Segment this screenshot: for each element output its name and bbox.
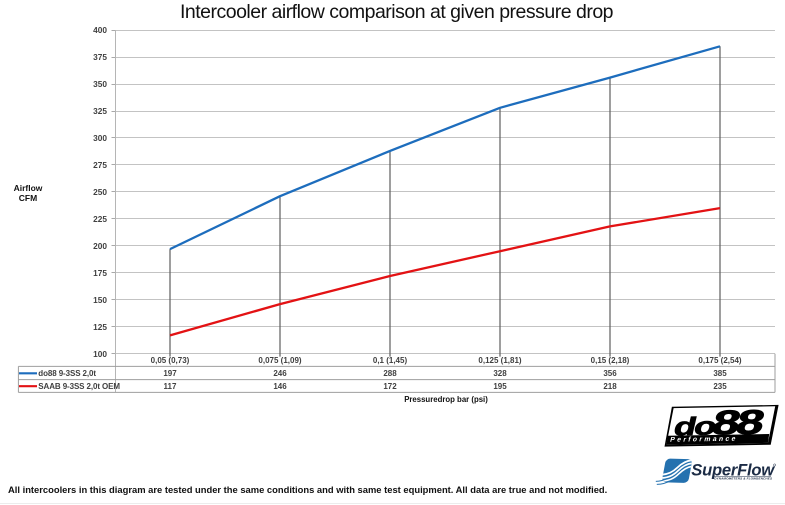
svg-text:Performance: Performance bbox=[669, 436, 738, 444]
svg-text:SuperFlow: SuperFlow bbox=[691, 460, 775, 479]
svg-text:do: do bbox=[671, 411, 720, 441]
svg-text:DYNAMOMETERS & FLOWBENCHES: DYNAMOMETERS & FLOWBENCHES bbox=[714, 477, 773, 481]
